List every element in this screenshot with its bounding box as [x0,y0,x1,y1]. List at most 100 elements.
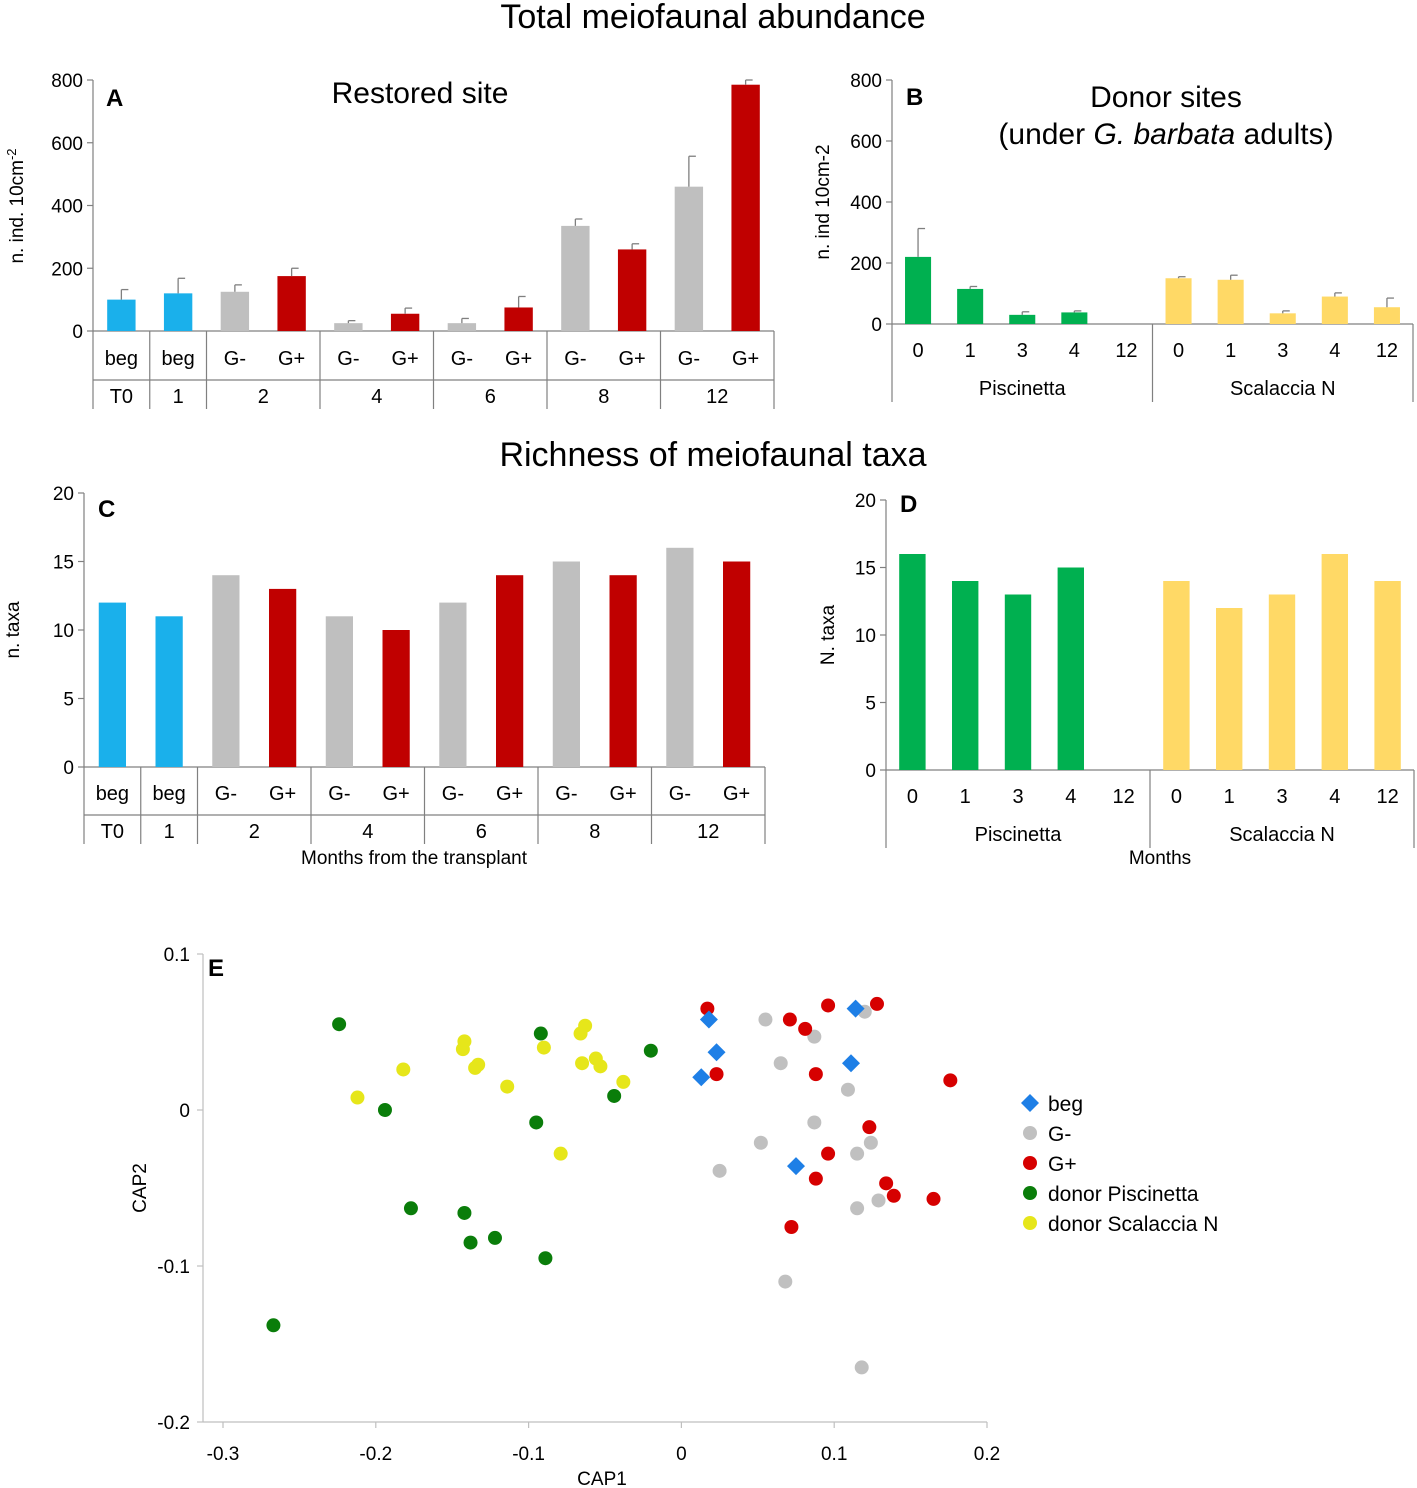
panel-d-donor-richness: 0 5 10 15 20 0 1 3 4 12 0 1 3 4 12 Piscinetta Scalaccia … [818,491,1415,869]
category-label: G+ [392,348,419,370]
data-point [808,1171,823,1186]
group-label: 8 [589,821,600,843]
legend-label: beg [1048,1093,1083,1116]
data-point [787,1157,805,1176]
category-label: G+ [383,783,410,805]
data-point [455,1042,470,1057]
data-point [879,1176,894,1191]
data-point [536,1040,551,1055]
legend-label: G- [1048,1123,1071,1146]
data-point [616,1074,631,1089]
data-point [332,1017,347,1032]
legend-label: G+ [1048,1153,1077,1176]
bar [674,186,704,331]
bar [1321,296,1348,324]
bar [609,575,637,767]
panel-b-donor-abundance: 0 200 400 600 800 0 1 3 4 12 0 1 3 4 12 Piscinetta Scala… [813,71,1414,402]
y-tick-label: 0 [179,1101,190,1122]
data-point [529,1115,544,1130]
bar [1217,279,1244,324]
panel-title-part: G. barbata [1093,118,1235,151]
y-axis-title: n. ind. 10cm-2 [4,148,28,263]
category-label: 0 [912,340,923,362]
x-tick-label: -0.1 [512,1444,545,1465]
bar [447,323,477,331]
bar [1004,594,1032,770]
category-label: G+ [278,348,305,370]
data-point [943,1073,958,1088]
legend-label: donor Piscinetta [1048,1183,1199,1206]
category-label: 3 [1277,340,1288,362]
category-label: 0 [1173,340,1184,362]
data-point [575,1056,590,1071]
data-point [607,1088,622,1103]
legend-marker [1023,1126,1037,1140]
data-point [807,1029,822,1044]
panel-label: D [900,491,917,518]
x-axis-title: Months [1129,848,1191,869]
category-label: 1 [960,786,971,808]
y-tick-label: 15 [855,559,876,580]
group-label: 8 [598,386,609,408]
group-label: 12 [706,386,728,408]
data-point [753,1135,768,1150]
data-point [377,1103,392,1117]
legend-marker [1023,1186,1037,1200]
panel-label: A [106,85,123,112]
y-tick-label: 10 [53,621,74,642]
category-label: G- [669,783,691,805]
data-point [643,1043,658,1058]
bar [107,299,136,331]
legend-label: donor Scalaccia N [1048,1213,1218,1236]
y-tick-label: 800 [850,71,882,92]
bar [325,616,353,767]
category-label: beg [161,348,194,370]
data-point [487,1230,502,1245]
data-point [798,1021,813,1036]
bar [617,249,647,331]
bar [439,602,467,767]
abundance-title: Total meiofaunal abundance [500,0,925,36]
data-point [707,1043,726,1062]
category-label: 4 [1329,786,1340,808]
bar [277,276,306,331]
data-point [553,1146,568,1161]
bar [1373,307,1400,324]
data-point [846,999,865,1018]
data-point [871,1193,886,1208]
panel-label: C [98,496,115,523]
y-tick-label: 400 [51,197,83,218]
bar [1268,594,1296,770]
y-tick-label: 200 [51,259,83,280]
category-label: G+ [723,783,750,805]
category-label: G- [564,348,586,370]
y-tick-label: 5 [865,694,876,715]
group-label: 12 [697,821,719,843]
category-label: beg [152,783,185,805]
group-label: 2 [258,386,269,408]
data-point [758,1012,773,1027]
category-label: G+ [496,783,523,805]
data-point [840,1082,855,1097]
panel-title-line2: (under G. barbata adults) [998,118,1333,151]
data-point [457,1205,472,1220]
category-label: G+ [732,348,759,370]
category-label: G- [328,783,350,805]
data-point [850,1201,865,1216]
panel-a-restored-abundance: 0 200 400 600 800 beg beg G- G+ G- G+ G- G+ G- G+ G- G+ T… [4,71,775,409]
y-tick-label: -0.2 [157,1413,190,1434]
data-point [468,1060,483,1075]
category-label: 0 [907,786,918,808]
category-label: beg [105,348,138,370]
category-label: 3 [1017,340,1028,362]
y-tick-label: 20 [855,491,876,512]
y-tick-label: 400 [850,193,882,214]
bar [163,293,193,331]
group-label: 6 [485,386,496,408]
data-point [573,1026,588,1041]
data-point [784,1220,799,1234]
data-point [808,1067,823,1082]
y-tick-label: 600 [850,132,882,153]
category-label: 1 [965,340,976,362]
y-axis-title-superscript: -2 [4,148,19,160]
